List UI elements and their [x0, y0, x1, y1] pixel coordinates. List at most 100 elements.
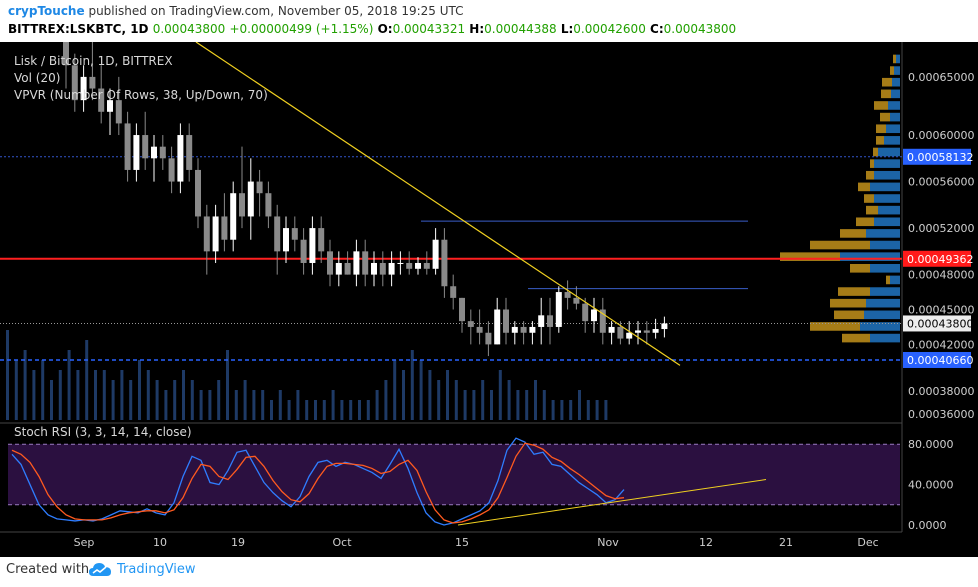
vpvr-row-up: [874, 194, 900, 203]
candle-body: [247, 181, 254, 217]
candle-body: [186, 135, 193, 170]
vpvr-row-down: [810, 240, 870, 250]
vpvr-row-up: [866, 229, 900, 238]
volume-bar: [94, 370, 97, 420]
vpvr-row-down: [810, 322, 860, 331]
price-tick-label: 0.00060000: [908, 129, 974, 142]
candle-body: [643, 330, 650, 333]
volume-bar: [578, 390, 581, 420]
candle-body: [124, 123, 131, 170]
candle-body: [635, 330, 641, 333]
price-tick-label: 0.00045000: [908, 304, 974, 317]
volume-bar: [41, 360, 45, 420]
stoch-tick-label: 40.0000: [908, 479, 954, 492]
volume-bar: [428, 370, 432, 420]
candle-body: [274, 216, 281, 252]
volume-bar: [6, 330, 9, 420]
volume-bar: [358, 400, 361, 420]
tradingview-brand-link[interactable]: TradingView: [117, 562, 196, 577]
volume-bar: [261, 390, 265, 420]
candle-body: [371, 262, 377, 275]
candle-body: [291, 228, 298, 240]
publisher-name[interactable]: crypTouche: [8, 4, 85, 18]
vpvr-row-up: [870, 287, 900, 296]
price-tag-bg: [903, 250, 971, 267]
candle-body: [564, 292, 571, 298]
candle-body: [538, 315, 545, 327]
volume-bar: [419, 360, 423, 420]
volume-bar: [208, 390, 212, 420]
volume-bar: [437, 380, 441, 420]
vpvr-row-down: [874, 101, 888, 110]
volume-bar: [595, 400, 599, 420]
volume-bar: [173, 380, 177, 420]
candle-body: [133, 135, 140, 170]
vpvr-row-down: [886, 275, 890, 285]
candle-body: [397, 262, 404, 264]
time-tick-label: 19: [231, 536, 245, 549]
candle-body: [63, 42, 69, 66]
close-value: 0.00043800: [663, 22, 737, 36]
price-tag-label: 0.00040660: [907, 354, 973, 367]
volume-bar: [182, 370, 185, 420]
price-tick-label: 0.00065000: [908, 71, 974, 84]
vpvr-row-up: [894, 66, 900, 75]
candle-body: [529, 326, 536, 333]
volume-bar: [67, 350, 71, 420]
candle-body: [362, 251, 369, 275]
volume-bar: [507, 380, 511, 420]
candle-body: [195, 169, 201, 217]
price-tag-label: 0.00043800: [907, 317, 973, 330]
low-label: L:: [560, 22, 574, 36]
open-value: 0.00043321: [392, 22, 466, 36]
candle-body: [494, 309, 501, 345]
downtrend-line[interactable]: [195, 41, 681, 366]
candle-body: [520, 326, 527, 333]
open-label: O:: [377, 22, 393, 36]
stoch-tick-label: 80.0000: [908, 438, 954, 451]
volume-bar: [463, 390, 467, 420]
volume-bar: [111, 380, 115, 420]
volume-bar: [604, 400, 608, 420]
vpvr-row-down: [834, 310, 864, 320]
volume-bar: [498, 370, 502, 420]
volume-bar: [234, 390, 238, 420]
candle-body: [555, 292, 562, 327]
volume-bar: [393, 360, 397, 420]
time-tick-label: Sep: [74, 536, 95, 549]
candle-body: [415, 262, 421, 269]
candle-body: [256, 181, 263, 194]
tradingview-cloud-icon: [89, 563, 111, 576]
time-tick-label: 12: [699, 536, 713, 549]
candle-body: [617, 326, 624, 339]
vpvr-row-down: [890, 66, 894, 75]
volume-bar: [120, 370, 124, 420]
candle-body: [608, 326, 615, 333]
candle-body: [265, 193, 272, 217]
price-tick-label: 0.00042000: [908, 338, 974, 351]
chart-footer: Created with TradingView: [0, 557, 978, 587]
chart-svg[interactable]: 0.00065000 0.00060000 0.00056000 0.00052000…: [0, 18, 978, 557]
volume-bar: [243, 380, 247, 420]
candle-body: [450, 286, 457, 298]
published-text: published on TradingView.com, November 0…: [88, 4, 464, 18]
time-tick-label: Dec: [857, 536, 878, 549]
volume-bar: [472, 390, 476, 420]
vpvr-row-up: [878, 205, 900, 215]
legend-volume: Vol (20): [14, 71, 60, 85]
chart-canvas[interactable]: 0.00065000 0.00060000 0.00056000 0.00052000…: [0, 18, 978, 557]
publish-info: crypTouche published on TradingView.com,…: [8, 4, 464, 18]
volume-bar: [314, 400, 317, 420]
candle-body: [459, 297, 465, 322]
vpvr-row-up: [878, 147, 900, 157]
vpvr-row-up: [896, 54, 900, 64]
volume-bar: [560, 400, 564, 420]
candle-body: [168, 158, 175, 182]
volume-bar: [542, 390, 546, 420]
stoch-uptrend-line[interactable]: [457, 479, 767, 526]
time-tick-label: 10: [153, 536, 167, 549]
close-label: C:: [650, 22, 664, 36]
legend-pair: Lisk / Bitcoin, 1D, BITTREX: [14, 54, 173, 68]
candle-body: [626, 332, 633, 339]
volume-bar: [569, 400, 573, 420]
